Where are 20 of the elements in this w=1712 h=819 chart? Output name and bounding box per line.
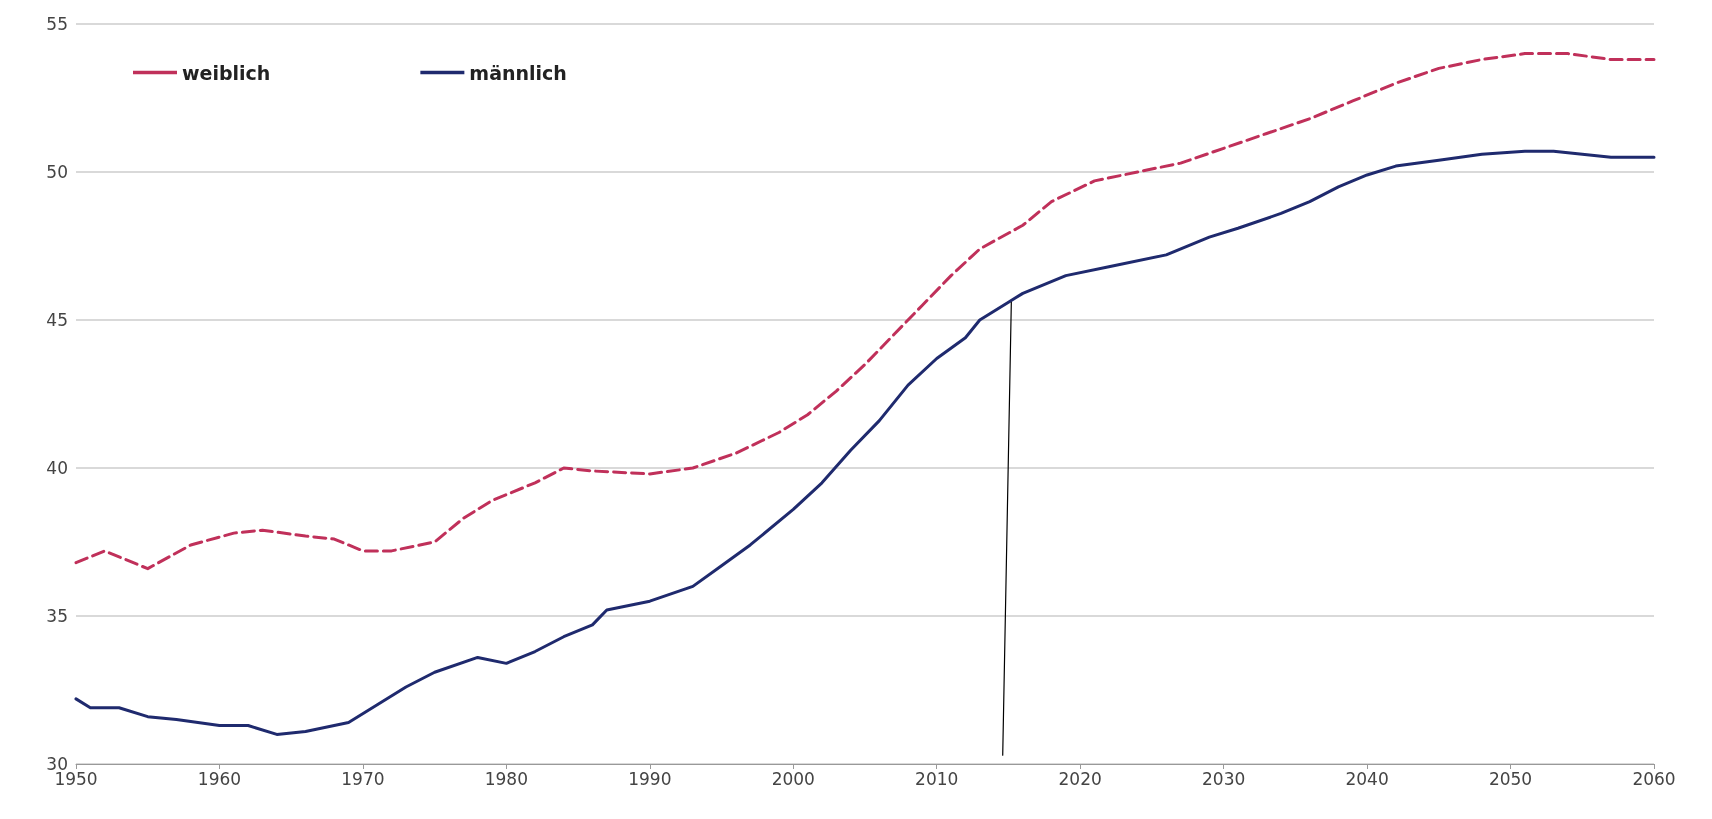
x-tick-label: 2040 — [1345, 768, 1389, 789]
x-tick-label: 2050 — [1488, 768, 1533, 789]
x-tick-label: 2030 — [1202, 768, 1246, 789]
x-tick-label: 2000 — [771, 768, 815, 789]
x-tick-label: 1960 — [197, 768, 242, 789]
line-series — [74, 52, 1656, 571]
x-tick-label: 2020 — [1058, 768, 1102, 789]
x-tick-label: 2060 — [1632, 768, 1676, 789]
y-tick-label: 55 — [46, 14, 68, 34]
x-tick-label: 1970 — [341, 768, 385, 789]
y-tick-label: 35 — [46, 606, 68, 626]
y-tick-label: 45 — [46, 310, 68, 330]
x-tick-label: 1980 — [484, 768, 528, 789]
y-tick-label: 40 — [46, 458, 68, 478]
x-tick-label: 1990 — [628, 768, 672, 789]
line-series — [74, 149, 1656, 736]
x-tick-label: 2010 — [915, 768, 959, 789]
y-tick-label: 50 — [46, 162, 68, 182]
legend-label: männlich — [469, 61, 567, 84]
legend-label: weiblich — [182, 61, 271, 84]
